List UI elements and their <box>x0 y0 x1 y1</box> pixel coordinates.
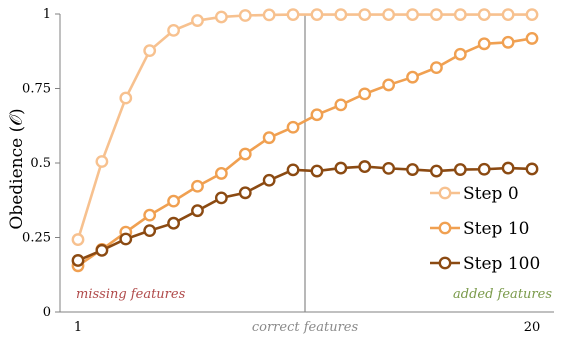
data-point <box>453 163 467 176</box>
legend-item: Step 10 <box>430 219 529 239</box>
added-features-annotation: added features <box>453 287 552 302</box>
data-point <box>453 47 467 61</box>
data-point <box>214 167 228 180</box>
data-point <box>286 8 300 21</box>
legend-label: Step 10 <box>463 219 529 239</box>
series-step-100 <box>71 160 539 267</box>
data-point <box>382 8 396 21</box>
data-point <box>334 161 348 175</box>
data-point <box>477 8 491 21</box>
data-point <box>286 163 300 177</box>
data-point <box>119 232 133 246</box>
data-point <box>501 161 515 175</box>
data-point <box>143 208 157 222</box>
data-point <box>119 91 133 105</box>
data-point <box>453 8 467 21</box>
data-point <box>310 164 324 178</box>
data-point <box>430 8 443 21</box>
data-point <box>477 162 491 176</box>
y-tick-label: 0.25 <box>22 231 51 246</box>
data-point <box>262 173 276 187</box>
x-tick-label: 20 <box>524 320 541 335</box>
data-point <box>525 162 539 176</box>
data-point <box>525 32 539 45</box>
data-point <box>334 98 348 112</box>
data-point <box>382 161 396 175</box>
data-point <box>238 9 252 22</box>
data-point <box>167 216 180 230</box>
series-step-0 <box>71 8 539 246</box>
y-tick-label: 0.5 <box>30 156 51 171</box>
data-point <box>334 8 348 21</box>
data-point <box>310 108 324 122</box>
legend-label: Step 100 <box>463 254 540 274</box>
data-point <box>167 23 180 37</box>
legend-swatch-marker <box>438 221 452 235</box>
data-point <box>262 8 276 22</box>
data-point <box>214 10 228 24</box>
data-point <box>71 233 85 246</box>
correct-features-annotation: correct features <box>252 320 359 335</box>
data-point <box>191 179 204 193</box>
missing-features-annotation: missing features <box>76 287 186 302</box>
data-point <box>358 87 372 101</box>
legend-item: Step 100 <box>430 254 540 274</box>
x-tick-label: 1 <box>74 320 82 335</box>
legend-swatch-marker <box>438 186 452 200</box>
data-point <box>143 224 157 238</box>
series-layer <box>71 8 539 273</box>
data-point <box>501 8 515 21</box>
data-point <box>238 147 252 161</box>
legend: Step 0 Step 10 Step 100 <box>430 184 540 274</box>
data-point <box>310 8 324 21</box>
data-point <box>238 186 252 200</box>
data-point <box>430 164 443 178</box>
data-point <box>262 131 276 145</box>
data-point <box>358 8 372 21</box>
data-point <box>71 254 85 267</box>
x-ticks: 1 20 <box>74 320 540 335</box>
data-point <box>430 61 443 75</box>
data-point <box>477 37 491 51</box>
data-point <box>214 191 228 205</box>
legend-label: Step 0 <box>463 184 519 204</box>
legend-swatch-marker <box>438 256 452 270</box>
y-tick-label: 1 <box>43 7 51 22</box>
data-point <box>406 70 419 84</box>
data-point <box>382 78 396 92</box>
y-ticks: 0 0.25 0.5 0.75 1 <box>22 7 60 320</box>
legend-item: Step 0 <box>430 184 519 204</box>
data-point <box>143 44 157 58</box>
data-point <box>501 35 515 49</box>
data-point <box>525 8 539 21</box>
y-tick-label: 0.75 <box>22 82 51 97</box>
data-point <box>406 8 419 21</box>
data-point <box>95 243 109 257</box>
data-point <box>286 120 300 134</box>
data-point <box>191 14 204 27</box>
data-point <box>167 194 180 208</box>
data-point <box>191 204 204 218</box>
y-tick-label: 0 <box>43 305 51 320</box>
y-axis-label: Obedience (𝒪) <box>7 108 27 229</box>
data-point <box>406 163 419 176</box>
data-point <box>95 155 109 168</box>
data-point <box>358 160 372 173</box>
